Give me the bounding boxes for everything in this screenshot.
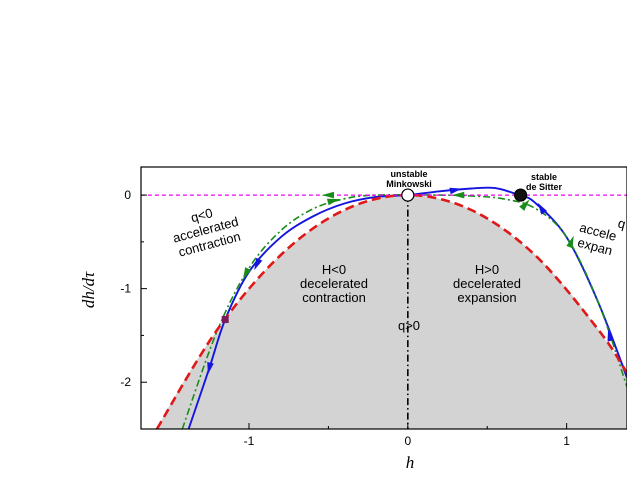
flow-arrow-blue [537, 202, 548, 215]
plot-frame [140, 166, 627, 430]
left-shaded-label: H<0 decelerated contraction [300, 262, 368, 305]
x-axis-title: h [406, 453, 415, 472]
de-sitter-point [513, 188, 528, 202]
flow-arrow-blue [254, 257, 263, 271]
svg-text:decelerated: decelerated [453, 276, 521, 291]
shaded-region [141, 195, 627, 429]
minkowski-point [401, 188, 415, 202]
flow-arrow-blue [449, 187, 462, 195]
x-tick-label: 0 [404, 434, 411, 448]
y-axis-title: dh/dτ [79, 271, 98, 308]
svg-text:H>0: H>0 [475, 262, 499, 277]
svg-text:unstable: unstable [390, 169, 427, 179]
flow-arrow-green [326, 198, 340, 206]
flow-arrow-green [519, 199, 530, 211]
svg-text:contraction: contraction [302, 290, 366, 305]
svg-text:q: q [616, 215, 627, 231]
marker-point [221, 316, 229, 324]
svg-text:H<0: H<0 [322, 262, 346, 277]
right-outer-label: q accele expan [576, 215, 627, 258]
flow-arrow-green [243, 267, 252, 280]
x-tick-label: -1 [244, 434, 255, 448]
svg-text:stable: stable [531, 172, 557, 182]
svg-text:decelerated: decelerated [300, 276, 368, 291]
de-sitter-label: stable de Sitter [526, 172, 563, 192]
svg-text:de Sitter: de Sitter [526, 182, 563, 192]
flow-arrow-green [452, 191, 465, 199]
flow-arrow-green [566, 235, 574, 249]
right-shaded-label: H>0 decelerated expansion [453, 262, 521, 305]
ticks: -1 0 1 0 -1 -2 [120, 188, 570, 448]
y-tick-label: -1 [120, 282, 131, 296]
q-positive-label: q>0 [398, 318, 420, 333]
flow-arrow-green [321, 191, 334, 199]
flow-arrow-blue [207, 362, 214, 375]
svg-text:q<0: q<0 [189, 205, 214, 225]
flow-arrows [207, 187, 615, 375]
flow-arrow-blue [607, 329, 615, 342]
fixed-points [221, 188, 528, 324]
y-tick-label: 0 [124, 188, 131, 202]
svg-text:expansion: expansion [457, 290, 516, 305]
svg-text:Minkowski: Minkowski [386, 179, 432, 189]
minkowski-label: unstable Minkowski [386, 169, 432, 189]
y-tick-label: -2 [120, 375, 131, 389]
x-tick-label: 1 [563, 434, 570, 448]
left-outer-label: q<0 accelerated contraction [171, 205, 242, 260]
